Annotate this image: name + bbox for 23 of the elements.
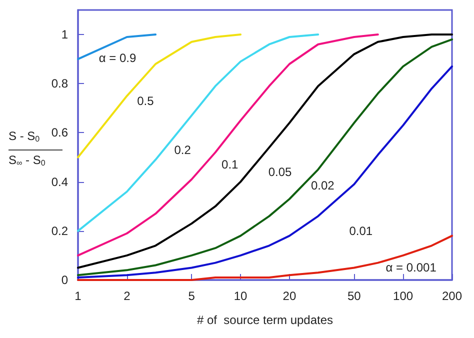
x-tick-label: 1 [74, 289, 82, 303]
series-label: 0.05 [268, 165, 292, 179]
x-tick-label: 50 [347, 289, 362, 303]
y-tick-label: 0.8 [51, 76, 68, 91]
y-tick-label: 0.4 [51, 174, 68, 189]
series-label: 0.2 [174, 142, 192, 157]
x-tick-label: 100 [393, 289, 414, 303]
x-tick-label: 5 [188, 289, 196, 303]
series-label: 0.02 [310, 178, 335, 192]
text: 0.01 [349, 224, 373, 238]
series-label: α = 0.9 [98, 50, 136, 65]
y-tick-label: 1 [61, 28, 68, 42]
series-label: 0.5 [137, 94, 154, 108]
y-tick-label: 0.2 [51, 224, 68, 238]
y-tick-label: 0.6 [51, 126, 68, 140]
x-tick-label: 200 [442, 289, 462, 303]
x-tick-label: 10 [234, 289, 248, 303]
series-label: 0.1 [222, 158, 239, 172]
x-tick-label: 20 [282, 289, 296, 303]
y-tick-label: 0 [61, 273, 68, 287]
x-tick-label: 2 [124, 289, 131, 303]
series-label: α = 0.001 [386, 260, 437, 275]
x-axis-title: # of source term updates [196, 313, 334, 327]
